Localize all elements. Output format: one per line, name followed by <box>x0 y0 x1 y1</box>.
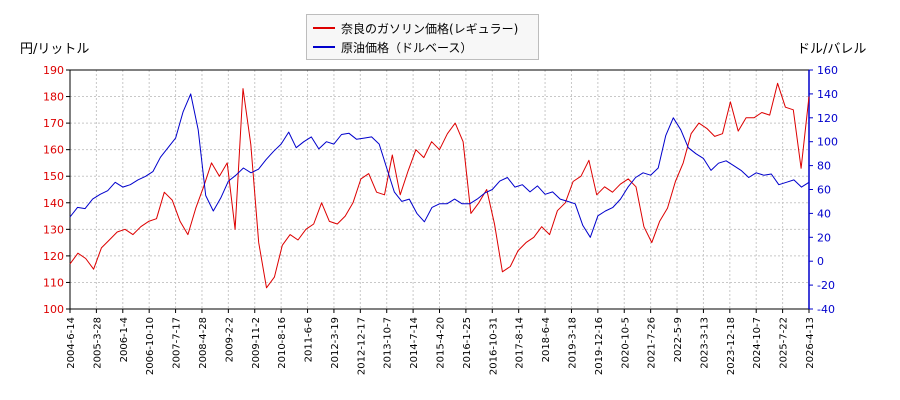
x-tick-label: 2007-7-17 <box>172 317 183 369</box>
x-tick-label: 2024-10-7 <box>752 317 763 369</box>
legend-swatch-gasoline <box>313 27 335 29</box>
x-tick-label: 2006-1-4 <box>119 317 130 362</box>
x-tick-label: 2006-10-10 <box>145 317 156 375</box>
series-line-crude-oil <box>69 93 810 238</box>
legend-label-crude-oil: 原油価格（ドルベース） <box>341 40 473 55</box>
left-y-tick-label: 170 <box>43 117 64 130</box>
x-tick-label: 2018-6-4 <box>541 317 552 362</box>
right-y-tick-label: 100 <box>817 136 838 149</box>
right-y-tick-label: 140 <box>817 88 838 101</box>
x-tick-label: 2014-7-14 <box>409 317 420 369</box>
x-tick-label: 2020-10-5 <box>620 317 631 369</box>
left-y-tick-label: 130 <box>43 223 64 236</box>
right-y-tick-label: 160 <box>817 64 838 77</box>
left-y-tick-label: 150 <box>43 170 64 183</box>
left-y-tick-label: 100 <box>43 303 64 316</box>
left-y-tick-label: 120 <box>43 250 64 263</box>
x-tick-label: 2019-3-18 <box>567 317 578 369</box>
x-tick-label: 2008-4-28 <box>198 317 209 369</box>
x-tick-label: 2022-5-9 <box>673 317 684 362</box>
x-tick-label: 2011-6-6 <box>304 317 315 362</box>
right-y-tick-label: 80 <box>817 160 831 173</box>
left-y-tick-label: 160 <box>43 144 64 157</box>
right-y-tick-label: 120 <box>817 112 838 125</box>
x-tick-label: 2015-4-20 <box>436 317 447 369</box>
right-y-tick-label: -40 <box>817 303 835 316</box>
x-tick-label: 2023-12-18 <box>726 317 737 375</box>
axes: 100 110 120 130 140 150 160 170 180 190 -40 -20 0 20 4… <box>43 64 838 375</box>
right-y-tick-label: 40 <box>817 207 831 220</box>
series-line-gasoline <box>69 82 810 289</box>
x-tick-label: 2010-8-16 <box>277 317 288 369</box>
x-tick-label: 2025-7-22 <box>779 317 790 369</box>
series-lines <box>69 82 810 289</box>
x-tick-label: 2017-8-14 <box>515 317 526 369</box>
x-tick-label: 2004-6-14 <box>66 317 77 369</box>
right-y-tick-label: 20 <box>817 231 831 244</box>
x-tick-label: 2016-1-25 <box>462 317 473 369</box>
left-y-tick-label: 140 <box>43 197 64 210</box>
right-axis-unit-label: ドル/バレル <box>797 42 867 57</box>
x-tick-label: 2021-7-26 <box>647 317 658 369</box>
x-tick-label: 2016-10-31 <box>488 317 499 375</box>
x-tick-label: 2005-3-28 <box>92 317 103 369</box>
legend: 奈良のガソリン価格(レギュラー) 原油価格（ドルベース） <box>306 14 539 60</box>
right-y-tick-label: 0 <box>817 255 824 268</box>
x-tick-label: 2013-10-7 <box>383 317 394 369</box>
grid-lines <box>69 69 810 310</box>
right-y-tick-label: 60 <box>817 184 831 197</box>
right-y-tick-label: -20 <box>817 279 835 292</box>
left-y-tick-label: 190 <box>43 64 64 77</box>
left-y-tick-label: 110 <box>43 276 64 289</box>
legend-label-gasoline: 奈良のガソリン価格(レギュラー) <box>341 21 519 36</box>
legend-item-gasoline: 奈良のガソリン価格(レギュラー) <box>313 19 518 37</box>
x-tick-label: 2026-4-13 <box>805 317 816 369</box>
x-tick-label: 2009-11-2 <box>251 317 262 369</box>
left-y-tick-label: 180 <box>43 91 64 104</box>
legend-item-crude-oil: 原油価格（ドルベース） <box>313 38 472 56</box>
plot-frame <box>69 69 810 310</box>
x-tick-label: 2012-3-19 <box>330 317 341 369</box>
x-tick-label: 2023-3-13 <box>699 317 710 369</box>
x-tick-label: 2012-12-17 <box>356 317 367 375</box>
x-tick-label: 2019-12-16 <box>594 317 605 375</box>
legend-swatch-crude-oil <box>313 46 335 48</box>
x-tick-label: 2009-2-2 <box>224 317 235 362</box>
left-axis-unit-label: 円/リットル <box>20 42 90 57</box>
